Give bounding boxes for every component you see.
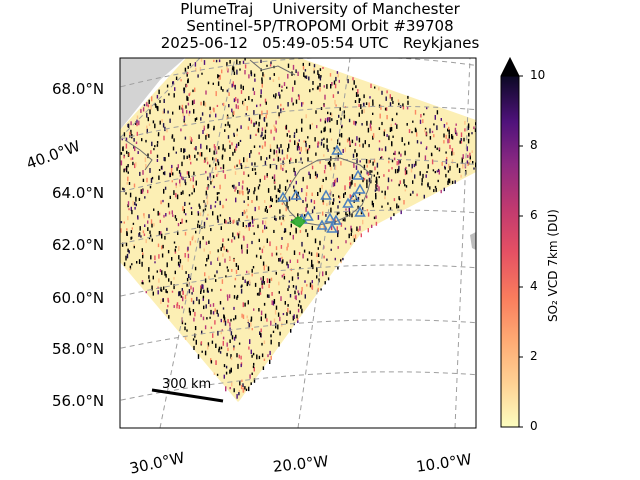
volcano-marker <box>326 222 338 233</box>
volcano-marker <box>290 189 302 200</box>
colorbar-gradient <box>501 76 519 427</box>
graticule <box>120 58 476 428</box>
colorbar-tick-10: 10 <box>530 68 546 82</box>
colorbar-tick-0: 0 <box>530 419 538 433</box>
scale-bar <box>151 388 224 403</box>
colorbar-tick-8: 8 <box>530 138 538 152</box>
volcano-marker <box>330 214 342 225</box>
colorbar-extend-arrow <box>501 58 519 76</box>
lat-label-62: 62.0°N <box>52 236 105 254</box>
colorbar <box>500 56 523 428</box>
volcano-marker <box>348 191 360 202</box>
colorbar-tick-4: 4 <box>530 279 538 293</box>
map-area <box>120 58 476 428</box>
lat-label-68: 68.0°N <box>52 80 105 98</box>
volcano-marker <box>277 191 289 202</box>
scale-bar-label: 300 km <box>162 377 212 392</box>
volcano-markers <box>277 144 366 233</box>
title-line-3: 2025-06-12 05:49-05:54 UTC Reykjanes <box>160 34 480 52</box>
colorbar-tick-2: 2 <box>530 349 538 363</box>
reykjanes-source-marker <box>290 216 306 228</box>
land-mask-edge <box>470 232 476 250</box>
volcano-marker <box>320 189 332 200</box>
so2-swath <box>120 58 476 402</box>
so2-pixels <box>120 58 476 399</box>
lat-label-56: 56.0°N <box>52 392 105 410</box>
volcano-marker <box>354 183 366 194</box>
map-frame <box>119 57 477 429</box>
title-line-2: Sentinel-5P/TROPOMI Orbit #39708 <box>186 17 454 35</box>
colorbar-label: SO₂ VCD 7km (DU) <box>546 209 560 322</box>
land-greenland <box>120 58 185 130</box>
volcano-marker <box>324 212 336 223</box>
greenland-coastline <box>124 59 296 171</box>
volcano-marker <box>352 169 364 180</box>
volcano-marker <box>331 144 343 155</box>
lat-label-60: 60.0°N <box>52 289 105 307</box>
volcano-marker <box>316 219 328 230</box>
volcano-marker <box>342 197 354 208</box>
lat-label-64: 64.0°N <box>52 184 105 202</box>
volcano-marker <box>354 206 366 217</box>
volcano-marker <box>302 210 314 221</box>
lat-label-58: 58.0°N <box>52 340 105 358</box>
title-line-1: PlumeTraj University of Manchester <box>180 0 460 18</box>
colorbar-tick-6: 6 <box>530 208 538 222</box>
